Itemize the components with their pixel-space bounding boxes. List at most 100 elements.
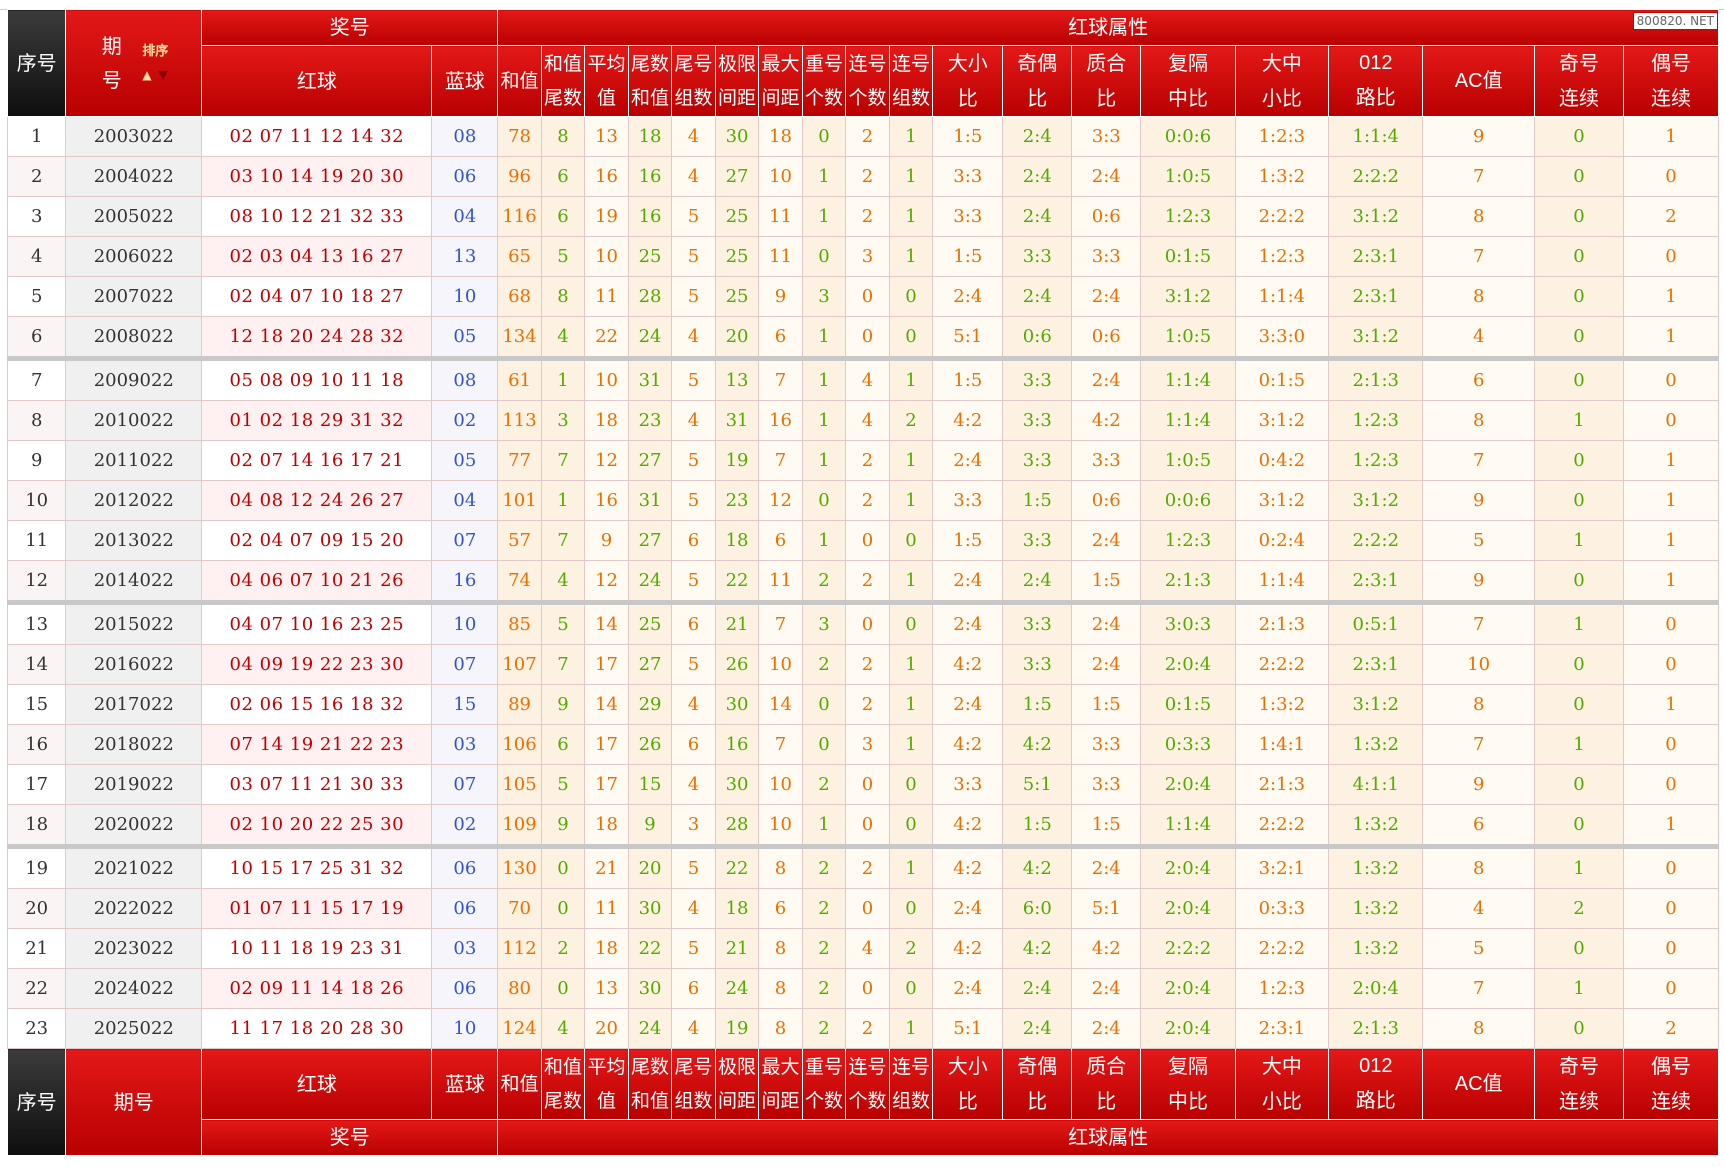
cell-sum: 80 <box>497 968 542 1009</box>
cell-sum-tail: 6 <box>540 724 586 765</box>
sort-down-icon[interactable]: ▼ <box>158 68 168 82</box>
cell-tail-groups: 5 <box>671 480 716 521</box>
header-col-odd-consecutive[interactable]: 奇号 连续 <box>1533 45 1625 117</box>
cell-max-gap: 6 <box>758 888 803 929</box>
footer-col-even-consecutive: 偶号 连续 <box>1623 1048 1719 1120</box>
cell-big-small: 5:1 <box>932 1008 1004 1049</box>
cell-period: 2017022 <box>65 684 203 725</box>
cell-repeat-count: 1 <box>801 804 847 849</box>
cell-even-consecutive: 1 <box>1623 116 1719 157</box>
cell-big-mid-small: 2:2:2 <box>1234 804 1330 849</box>
cell-blue-ball: 10 <box>431 1008 499 1049</box>
sort-up-icon[interactable]: ▲ <box>142 68 152 82</box>
header-col-range[interactable]: 极限 间距 <box>714 45 760 117</box>
cell-repeat-count: 1 <box>801 520 847 561</box>
cell-red-balls: 04 06 07 10 21 26 <box>201 560 433 605</box>
header-col-average[interactable]: 平均值 <box>584 45 629 117</box>
header-period[interactable]: 期 号 排序 ▲ ▼ <box>65 9 203 117</box>
cell-odd-even: 3:3 <box>1002 602 1073 645</box>
cell-odd-even: 3:3 <box>1002 400 1073 441</box>
header-col-odd-even[interactable]: 奇偶比 <box>1002 45 1073 117</box>
cell-red-balls: 01 02 18 29 31 32 <box>201 400 433 441</box>
sort-label[interactable]: 排序 <box>142 44 169 59</box>
cell-sum-tail: 7 <box>540 644 586 685</box>
cell-consecutive-count: 2 <box>845 846 890 889</box>
cell-prime-composite: 2:4 <box>1071 846 1142 889</box>
cell-max-gap: 11 <box>758 560 803 605</box>
cell-max-gap: 8 <box>758 968 803 1009</box>
cell-consecutive-groups: 1 <box>888 156 934 197</box>
cell-big-mid-small: 2:1:3 <box>1234 764 1330 805</box>
cell-even-consecutive: 2 <box>1623 1008 1719 1049</box>
cell-consecutive-count: 4 <box>845 928 890 969</box>
header-col-prime-composite[interactable]: 质合比 <box>1071 45 1142 117</box>
cell-route-012: 1:1:4 <box>1328 116 1424 157</box>
header-col-tail-sum[interactable]: 尾数 和值 <box>627 45 673 117</box>
cell-period: 2023022 <box>65 928 203 969</box>
cell-route-012: 1:3:2 <box>1328 846 1424 889</box>
cell-ac-value: 6 <box>1422 804 1535 849</box>
cell-sum: 89 <box>497 684 542 725</box>
table-row: 3 2005022 08 10 12 21 32 33 04 116 6 19 16 5 25 11… <box>6 196 1719 237</box>
header-col-ac-value[interactable]: AC值 <box>1422 45 1535 117</box>
cell-average: 22 <box>584 316 629 361</box>
cell-red-balls: 12 18 20 24 28 32 <box>201 316 433 361</box>
cell-repeat-count: 2 <box>801 928 847 969</box>
cell-range: 27 <box>714 156 760 197</box>
cell-max-gap: 7 <box>758 724 803 765</box>
cell-consecutive-groups: 1 <box>888 644 934 685</box>
header-col-012-route[interactable]: 012 路比 <box>1328 45 1424 117</box>
header-col-consecutive-count[interactable]: 连号 个数 <box>845 45 890 117</box>
cell-period: 2021022 <box>65 846 203 889</box>
header-col-sum-tail[interactable]: 和值 尾数 <box>540 45 586 117</box>
cell-blue-ball: 08 <box>431 116 499 157</box>
cell-tail-sum: 31 <box>627 480 673 521</box>
cell-odd-consecutive: 0 <box>1533 480 1625 521</box>
cell-consecutive-groups: 2 <box>888 400 934 441</box>
cell-blue-ball: 07 <box>431 520 499 561</box>
cell-tail-sum: 22 <box>627 928 673 969</box>
cell-prime-composite: 0:6 <box>1071 480 1142 521</box>
cell-repeat-gap-mid: 3:0:3 <box>1140 602 1236 645</box>
cell-repeat-count: 1 <box>801 156 847 197</box>
cell-blue-ball: 03 <box>431 724 499 765</box>
cell-sum: 96 <box>497 156 542 197</box>
cell-red-balls: 02 07 11 12 14 32 <box>201 116 433 157</box>
header-col-big-mid-small[interactable]: 大中 小比 <box>1234 45 1330 117</box>
cell-odd-even: 3:3 <box>1002 236 1073 277</box>
cell-idx: 7 <box>6 358 67 401</box>
cell-prime-composite: 2:4 <box>1071 644 1142 685</box>
header-col-even-consecutive[interactable]: 偶号 连续 <box>1623 45 1719 117</box>
header-col-consecutive-groups[interactable]: 连号 组数 <box>888 45 934 117</box>
cell-red-balls: 10 11 18 19 23 31 <box>201 928 433 969</box>
cell-even-consecutive: 0 <box>1623 764 1719 805</box>
footer-red-attributes: 红球属性 <box>497 1119 1719 1156</box>
footer-period: 期号 <box>65 1048 203 1156</box>
footer-col-012-route: 012 路比 <box>1328 1048 1424 1120</box>
header-col-max-gap[interactable]: 最大 间距 <box>758 45 803 117</box>
header-col-big-small[interactable]: 大小比 <box>932 45 1004 117</box>
lottery-history-table: 序号 期 号 排序 ▲ ▼ 奖号 红球属性 红球 蓝球 和值 和值 尾数 平均值 … <box>6 9 1719 1156</box>
cell-tail-groups: 5 <box>671 644 716 685</box>
cell-even-consecutive: 0 <box>1623 358 1719 401</box>
cell-ac-value: 8 <box>1422 400 1535 441</box>
cell-period: 2022022 <box>65 888 203 929</box>
cell-big-small: 3:3 <box>932 480 1004 521</box>
cell-big-mid-small: 0:4:2 <box>1234 440 1330 481</box>
cell-repeat-count: 2 <box>801 644 847 685</box>
cell-big-mid-small: 2:3:1 <box>1234 1008 1330 1049</box>
cell-red-balls: 11 17 18 20 28 30 <box>201 1008 433 1049</box>
header-col-tail-groups[interactable]: 尾号 组数 <box>671 45 716 117</box>
header-col-repeat-count[interactable]: 重号 个数 <box>801 45 847 117</box>
cell-prime-composite: 0:6 <box>1071 196 1142 237</box>
header-col-sum[interactable]: 和值 <box>497 45 542 117</box>
header-seq[interactable]: 序号 <box>6 9 67 117</box>
footer-col-sum: 和值 <box>497 1048 542 1120</box>
header-col-repeat-gap-mid[interactable]: 复隔 中比 <box>1140 45 1236 117</box>
cell-range: 25 <box>714 276 760 317</box>
cell-average: 9 <box>584 520 629 561</box>
table-row: 5 2007022 02 04 07 10 18 27 10 68 8 11 28 5 25 9 3 0… <box>6 276 1719 317</box>
table-row: 9 2011022 02 07 14 16 17 21 05 77 7 12 27 5 19 7 1 2… <box>6 440 1719 481</box>
cell-idx: 20 <box>6 888 67 929</box>
table-row: 16 2018022 07 14 19 21 22 23 03 106 6 17 26 6 16 7… <box>6 724 1719 765</box>
